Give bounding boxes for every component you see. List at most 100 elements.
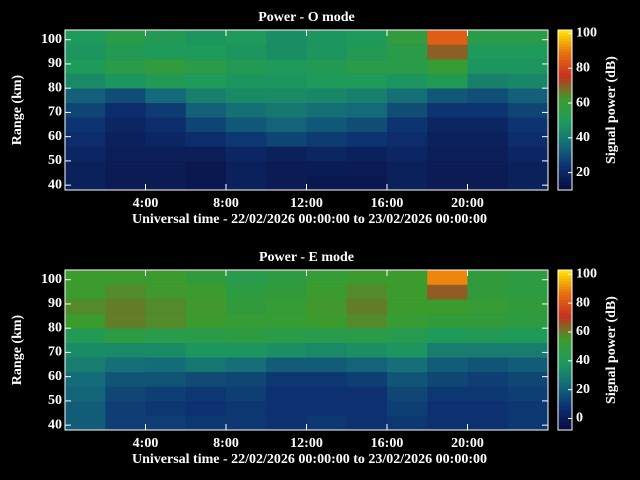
heatmap-cell [226, 386, 267, 402]
heatmap-cell [185, 175, 227, 191]
colorbar-segment [558, 304, 572, 308]
colorbar-segment [558, 288, 572, 292]
heatmap-cell [65, 386, 106, 402]
heatmap-cell [185, 88, 227, 104]
heatmap-cell [467, 117, 509, 133]
x-tick-label: 12:00 [290, 436, 323, 451]
heatmap-cell [507, 88, 549, 104]
heatmap-cell [266, 131, 307, 147]
heatmap-cell [65, 328, 106, 344]
heatmap-cell [145, 146, 187, 162]
heatmap-cell [105, 117, 146, 133]
heatmap-cell [346, 284, 388, 300]
colorbar-segment [558, 38, 572, 42]
heatmap-cell [507, 313, 549, 329]
heatmap-cell [266, 160, 307, 176]
colorbar-segment [558, 174, 572, 178]
heatmap-cell [507, 386, 549, 402]
heatmap-cell [306, 88, 348, 104]
heatmap-cell [507, 44, 549, 60]
heatmap-cell [306, 284, 348, 300]
colorbar-segment [558, 35, 572, 39]
heatmap-cell [145, 102, 187, 118]
heatmap-cell [226, 328, 267, 344]
heatmap-cell [507, 371, 549, 387]
heatmap-cell [346, 415, 388, 431]
colorbar-segment [558, 275, 572, 279]
colorbar-segment [558, 70, 572, 74]
heatmap-cell [266, 117, 307, 133]
colorbar-segment [558, 379, 572, 383]
heatmap-cell [145, 415, 187, 431]
heatmap-cell [65, 270, 106, 285]
colorbar-segment [558, 120, 572, 124]
heatmap-cell [427, 175, 468, 191]
colorbar-segment [558, 184, 572, 188]
x-tick-label: 4:00 [133, 436, 159, 451]
heatmap-cell [467, 284, 509, 300]
heatmap-cell [507, 146, 549, 162]
colorbar-segment [558, 54, 572, 58]
heatmap-cell [266, 146, 307, 162]
colorbar-segment [558, 187, 572, 191]
heatmap-cell [467, 299, 509, 314]
heatmap-cell [507, 342, 549, 358]
panel-title: Power - E mode [259, 250, 354, 265]
heatmap-cell [346, 313, 388, 329]
colorbar-segment [558, 323, 572, 327]
colorbar-tick-label: 100 [576, 26, 597, 41]
x-tick-label: 16:00 [371, 196, 404, 211]
heatmap-cell [387, 102, 428, 118]
heatmap-cell [467, 73, 509, 89]
heatmap-cell [387, 371, 428, 387]
colorbar-segment [558, 419, 572, 423]
heatmap-cell [185, 160, 227, 176]
heatmap-cell [306, 30, 348, 45]
colorbar-tick-label: 80 [576, 60, 590, 75]
colorbar-segment [558, 91, 572, 95]
heatmap-cell [427, 30, 468, 45]
heatmap-cell [346, 400, 388, 416]
colorbar-segment [558, 136, 572, 140]
heatmap-cell [467, 131, 509, 147]
heatmap-cell [65, 30, 106, 45]
heatmap-cell [306, 73, 348, 89]
heatmap-cell [226, 299, 267, 314]
colorbar-segment [558, 390, 572, 394]
x-tick-label: 20:00 [451, 436, 484, 451]
colorbar-segment [558, 168, 572, 172]
heatmap-cell [185, 44, 227, 60]
colorbar-segment [558, 334, 572, 338]
heatmap-cell [467, 146, 509, 162]
y-axis-label: Range (km) [10, 74, 25, 145]
y-tick-label: 50 [48, 393, 62, 408]
heatmap-cell [266, 59, 307, 74]
heatmap-cell [226, 131, 267, 147]
colorbar-segment [558, 272, 572, 276]
y-tick-label: 100 [41, 272, 62, 287]
heatmap-cell [467, 44, 509, 60]
heatmap-cell [226, 400, 267, 416]
colorbar-segment [558, 347, 572, 351]
heatmap-cell [145, 117, 187, 133]
colorbar-segment [558, 152, 572, 156]
heatmap-cell [226, 30, 267, 45]
colorbar-segment [558, 62, 572, 66]
heatmap-cell [467, 175, 509, 191]
colorbar-segment [558, 400, 572, 404]
colorbar-segment [558, 318, 572, 322]
heatmap-cell [105, 102, 146, 118]
colorbar-segment [558, 283, 572, 287]
colorbar-segment [558, 315, 572, 319]
heatmap-cell [387, 299, 428, 314]
heatmap-cell [306, 117, 348, 133]
heatmap-cell [306, 313, 348, 329]
colorbar-segment [558, 382, 572, 386]
colorbar-segment [558, 46, 572, 50]
heatmap-cell [387, 88, 428, 104]
colorbar-segment [558, 67, 572, 71]
heatmap-cell [507, 30, 549, 45]
heatmap-cell [145, 160, 187, 176]
heatmap-cell [306, 59, 348, 74]
